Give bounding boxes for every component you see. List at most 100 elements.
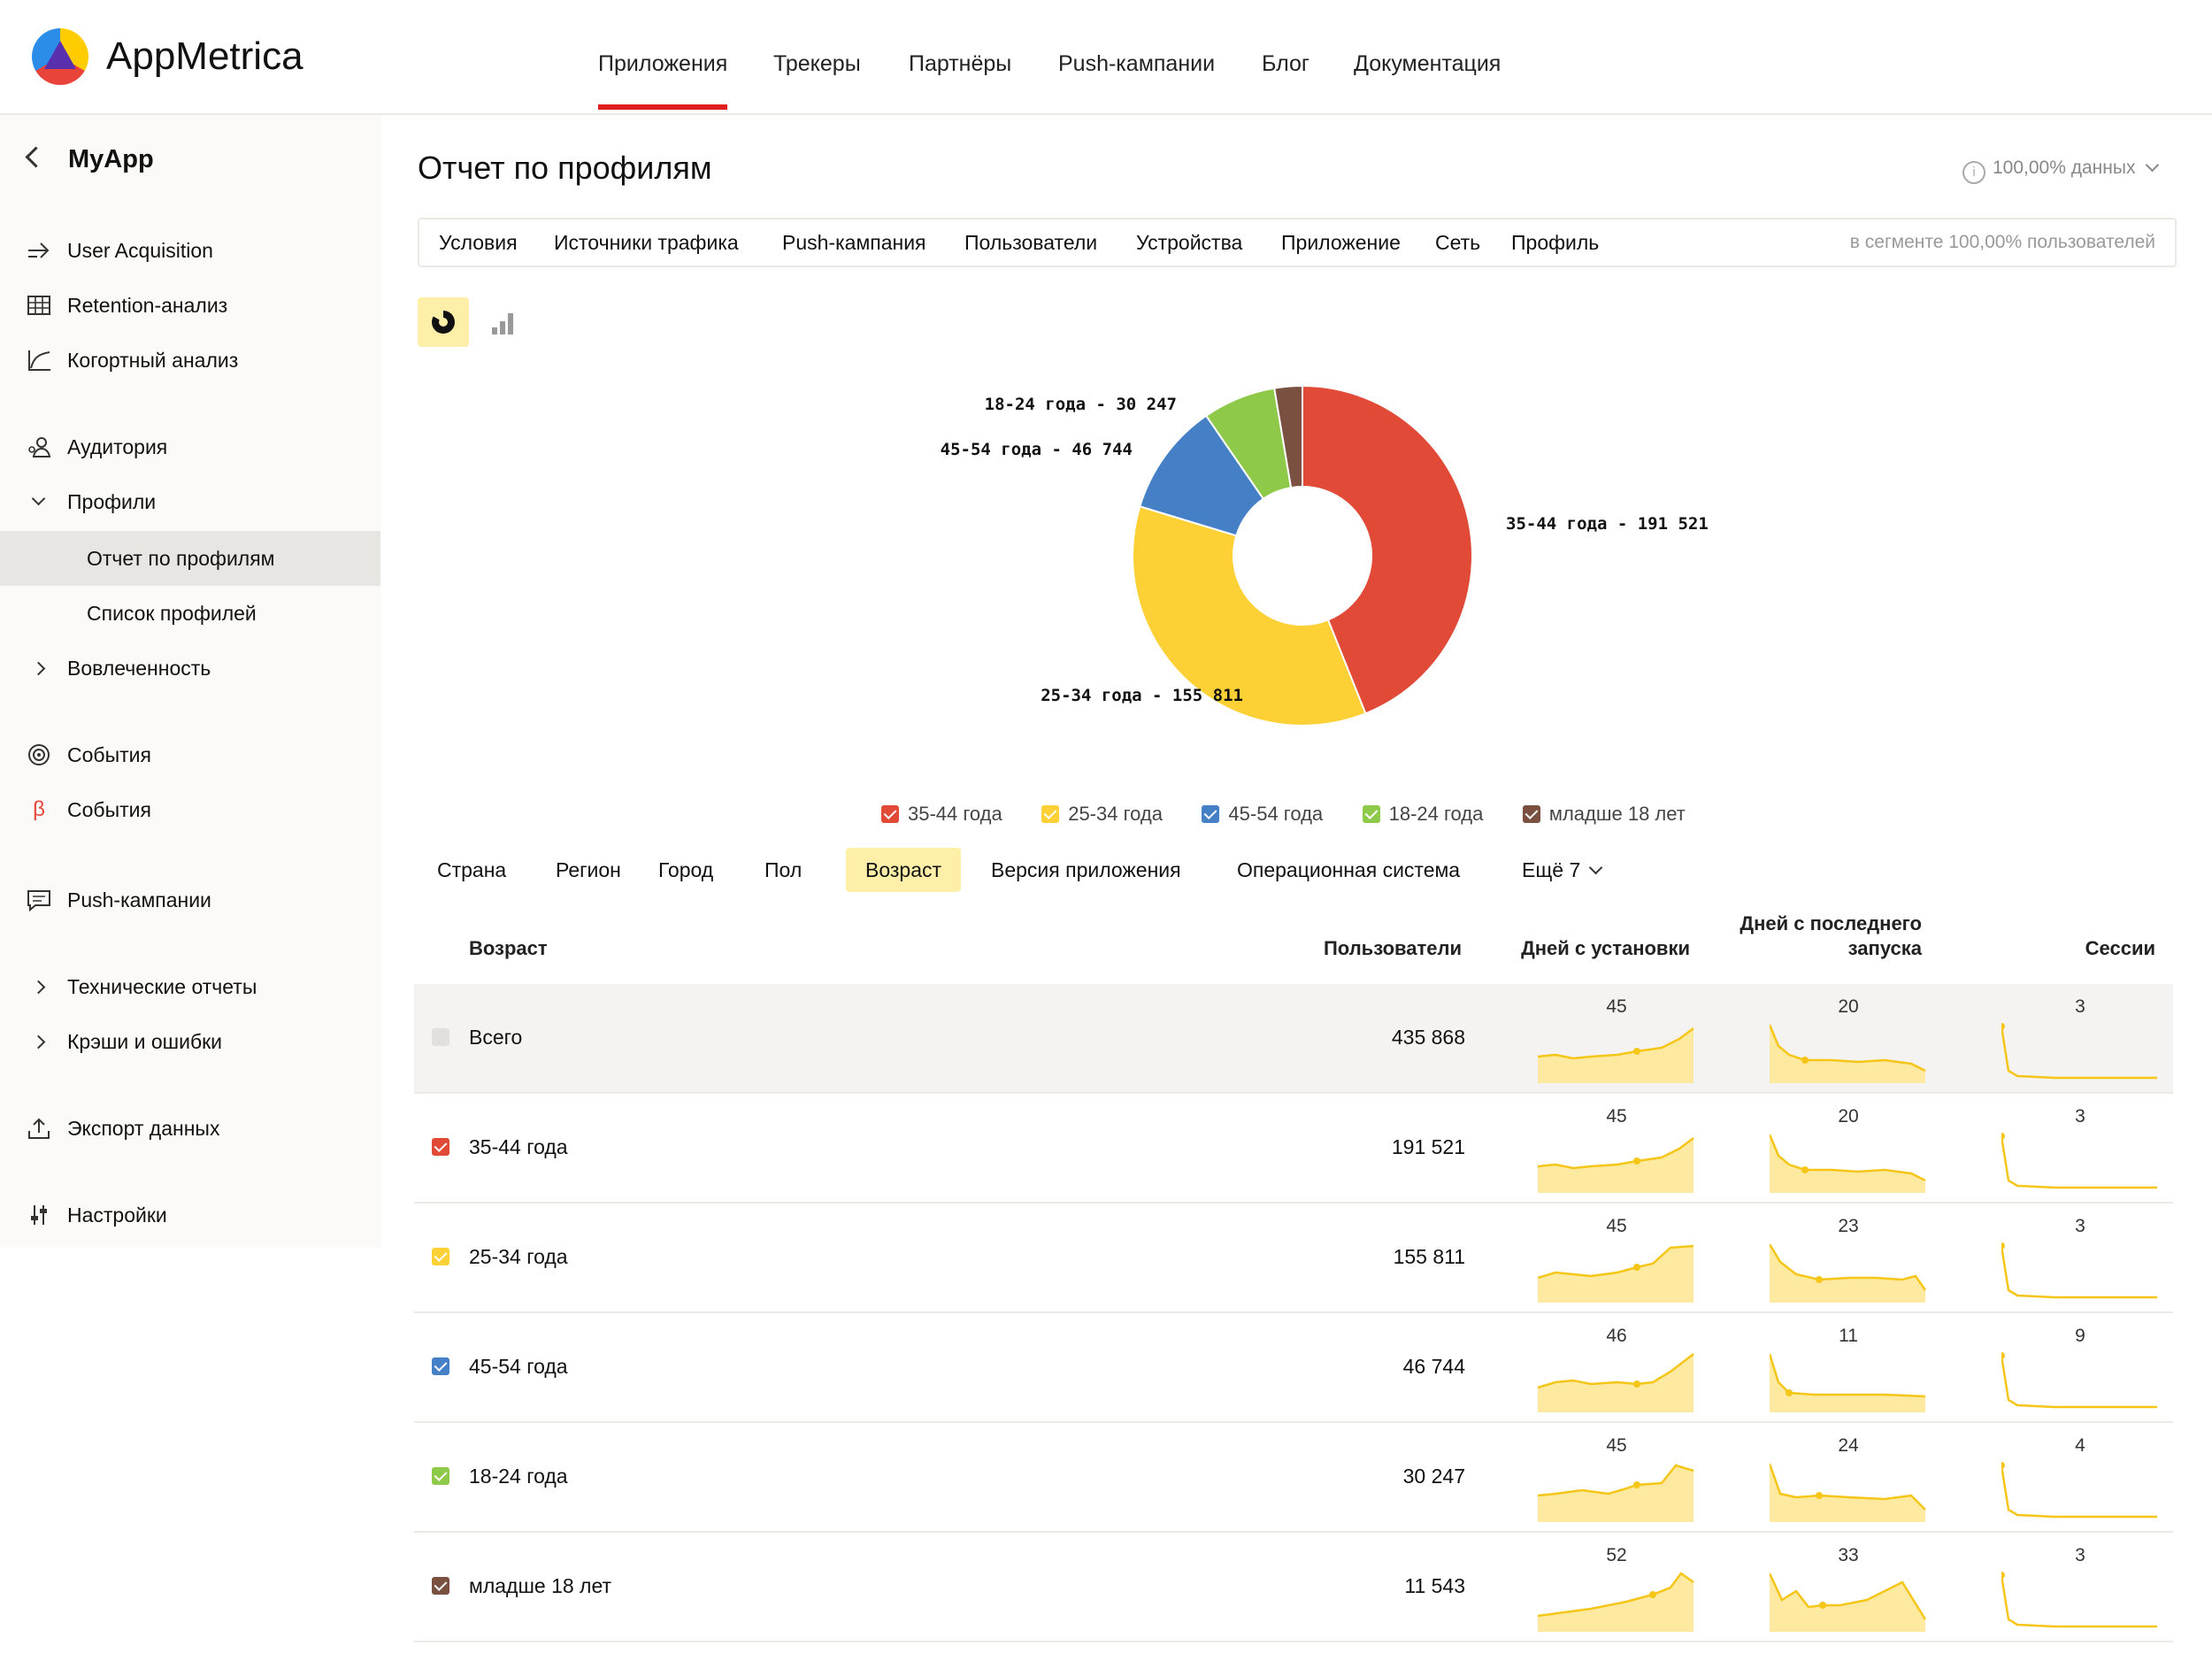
sidebar-item-settings[interactable]: Настройки	[0, 1188, 380, 1242]
checkbox-icon[interactable]	[432, 1357, 449, 1375]
segment-tab-traffic[interactable]: Источники трафика	[554, 231, 739, 254]
legend-item-25-34[interactable]: 25-34 года	[1041, 800, 1163, 828]
row-users: 191 521	[1391, 1135, 1465, 1158]
sidebar-item-profile-list[interactable]: Список профилей	[0, 586, 380, 641]
table-row[interactable]: младше 18 лет 11 543 52 33 3	[414, 1533, 2173, 1642]
checkbox-icon[interactable]	[432, 1467, 449, 1485]
checkbox-icon[interactable]	[432, 1028, 449, 1046]
col-header-days-install[interactable]: Дней с установки	[1521, 937, 1690, 959]
col-header-sessions[interactable]: Сессии	[2085, 937, 2155, 959]
legend-label: младше 18 лет	[1548, 803, 1686, 825]
checkbox-icon	[1362, 805, 1380, 823]
sparkline-days-last: 20	[1770, 991, 1927, 1087]
sidebar-item-label: События	[67, 798, 151, 821]
more-label: Ещё 7	[1522, 858, 1581, 881]
dim-tab-city[interactable]: Город	[658, 858, 714, 881]
col-header-users[interactable]: Пользователи	[1323, 937, 1462, 959]
sidebar-item-label: User Acquisition	[67, 239, 213, 262]
dim-tab-region[interactable]: Регион	[556, 858, 621, 881]
dim-tab-more[interactable]: Ещё 7	[1502, 848, 1620, 892]
sparkline-svg	[1538, 1137, 1694, 1193]
segment-tab-app[interactable]: Приложение	[1281, 231, 1401, 254]
sidebar-item-export[interactable]: Экспорт данных	[0, 1101, 380, 1156]
table-row-total[interactable]: Всего 435 868 45 20 3	[414, 984, 2173, 1094]
dim-tab-app-version[interactable]: Версия приложения	[991, 858, 1181, 881]
segment-tab-network[interactable]: Сеть	[1435, 231, 1481, 254]
sparkline-value: 45	[1606, 1216, 1627, 1236]
dim-tab-age[interactable]: Возраст	[846, 848, 962, 892]
segment-tab-users[interactable]: Пользователи	[964, 231, 1098, 254]
sparkline-value: 3	[2075, 996, 2085, 1017]
nav-apps[interactable]: Приложения	[598, 51, 728, 110]
segment-tab-profile[interactable]: Профиль	[1511, 231, 1600, 254]
sparkline-value: 3	[2075, 1106, 2085, 1127]
dim-tab-country[interactable]: Страна	[437, 858, 507, 881]
sidebar-item-cohort[interactable]: Когортный анализ	[0, 333, 380, 388]
dim-tab-os[interactable]: Операционная система	[1237, 858, 1461, 881]
chevron-right-icon	[31, 661, 46, 676]
sparkline-value: 45	[1606, 1435, 1627, 1456]
nav-push-campaigns[interactable]: Push-кампании	[1058, 51, 1216, 76]
nav-blog[interactable]: Блог	[1262, 51, 1310, 76]
table-row[interactable]: 45-54 года 46 744 46 11 9	[414, 1313, 2173, 1423]
sparkline-days-last: 33	[1770, 1540, 1927, 1635]
donut-slice[interactable]	[1273, 384, 1303, 489]
row-label: 25-34 года	[469, 1245, 568, 1268]
segment-tab-devices[interactable]: Устройства	[1136, 231, 1243, 254]
legend-item-35-44[interactable]: 35-44 года	[881, 800, 1002, 828]
sparkline-value: 20	[1838, 996, 1859, 1017]
segment-tab-push[interactable]: Push-кампания	[782, 231, 926, 254]
checkbox-icon[interactable]	[432, 1138, 449, 1156]
sidebar-item-tech-reports[interactable]: Технические отчеты	[0, 959, 380, 1014]
appmetrica-logo[interactable]	[32, 28, 88, 85]
data-sampling-dropdown[interactable]: i 100,00% данных	[1962, 158, 2160, 184]
legend-item-45-54[interactable]: 45-54 года	[1202, 800, 1323, 828]
pie-view-button[interactable]	[418, 297, 469, 347]
brand-name[interactable]: AppMetrica	[106, 35, 303, 78]
sidebar-item-profiles[interactable]: Профили	[0, 474, 380, 529]
sidebar-item-audience[interactable]: Аудитория	[0, 419, 380, 474]
sparkline-value: 3	[2075, 1216, 2085, 1236]
nav-partners[interactable]: Партнёры	[909, 51, 1012, 76]
sparkline-svg	[2001, 1462, 2157, 1519]
nav-docs[interactable]: Документация	[1354, 51, 1502, 76]
table-row[interactable]: 25-34 года 155 811 45 23 3	[414, 1203, 2173, 1313]
donut-slice[interactable]	[1302, 384, 1473, 715]
sparkline-days-install: 45	[1538, 1430, 1695, 1526]
row-users: 155 811	[1393, 1245, 1465, 1268]
col-header-days-last-1[interactable]: Дней с последнего	[1740, 912, 1922, 934]
nav-trackers[interactable]: Трекеры	[773, 51, 861, 76]
sidebar-item-events-beta[interactable]: β События	[0, 782, 380, 837]
slice-label: 35-44 года - 191 521	[1506, 514, 1709, 534]
table-row[interactable]: 18-24 года 30 247 45 24 4	[414, 1423, 2173, 1533]
sidebar-item-crashes[interactable]: Крэши и ошибки	[0, 1014, 380, 1069]
sparkline-svg	[1538, 1353, 1694, 1412]
sidebar-item-label: Когортный анализ	[67, 349, 239, 372]
dim-tab-gender[interactable]: Пол	[764, 858, 803, 881]
chevron-down-icon	[31, 491, 46, 506]
chevron-down-icon	[1588, 860, 1603, 875]
segment-tab-conditions[interactable]: Условия	[439, 231, 518, 254]
legend-item-under-18[interactable]: младше 18 лет	[1522, 800, 1686, 828]
sidebar-item-engagement[interactable]: Вовлеченность	[0, 641, 380, 696]
checkbox-icon[interactable]	[432, 1248, 449, 1265]
sidebar-item-events[interactable]: События	[0, 727, 380, 782]
donut-slice[interactable]	[1131, 505, 1367, 727]
sidebar-item-label: Экспорт данных	[67, 1117, 220, 1140]
sidebar-item-profile-report[interactable]: Отчет по профилям	[0, 531, 380, 586]
sidebar-item-push[interactable]: Push-кампании	[0, 873, 380, 927]
sparkline-sessions: 3	[2001, 1211, 2159, 1306]
sparkline-svg	[1538, 1464, 1694, 1522]
sparkline-svg	[1538, 1244, 1694, 1303]
legend-item-18-24[interactable]: 18-24 года	[1362, 800, 1483, 828]
sidebar-item-user-acquisition[interactable]: User Acquisition	[0, 223, 380, 278]
export-icon	[27, 1117, 51, 1140]
col-header-days-last-2[interactable]: запуска	[1847, 937, 1922, 959]
bar-view-button[interactable]	[478, 297, 529, 347]
col-header-age[interactable]: Возраст	[469, 937, 548, 959]
sidebar-item-retention[interactable]: Retention-анализ	[0, 278, 380, 333]
table-row[interactable]: 35-44 года 191 521 45 20 3	[414, 1094, 2173, 1203]
checkbox-icon[interactable]	[432, 1577, 449, 1595]
app-back-link[interactable]: MyApp	[25, 145, 154, 174]
sidebar-item-label: Список профилей	[87, 602, 257, 625]
